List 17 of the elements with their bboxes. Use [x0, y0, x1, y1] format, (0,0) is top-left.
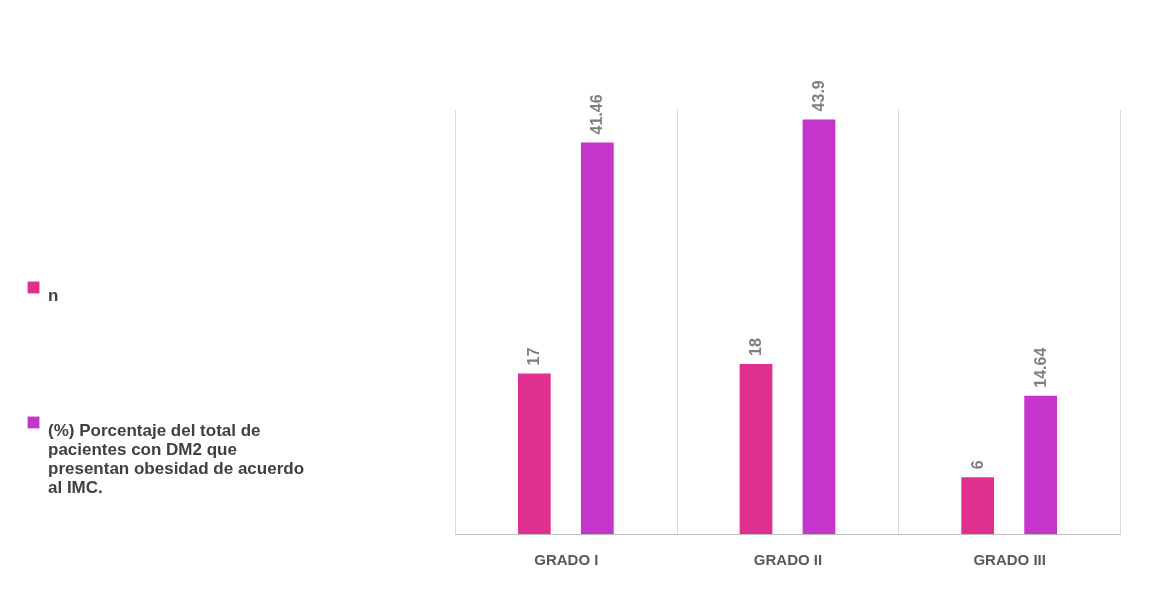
x-tick-label: GRADO II: [753, 550, 823, 568]
data-label: 6: [968, 460, 986, 470]
bar: [517, 373, 551, 534]
legend-label: n: [48, 285, 59, 305]
bar: [580, 142, 614, 534]
bar: [961, 477, 995, 534]
data-label: 14.64: [1031, 347, 1049, 388]
bar: [802, 119, 836, 534]
x-tick-label: GRADO I: [534, 550, 599, 568]
data-label: 17: [525, 347, 543, 366]
data-label: 41.46: [588, 94, 606, 135]
bar: [739, 364, 773, 534]
legend-label: (%) Porcentaje del total de pacientes con DM2 que presentan obesidad de acuerdo al IMC.: [48, 420, 305, 497]
x-tick-label: GRADO III: [973, 550, 1046, 568]
bar: [1024, 395, 1058, 534]
data-label: 18: [747, 338, 765, 356]
data-label: 43.9: [809, 80, 827, 112]
